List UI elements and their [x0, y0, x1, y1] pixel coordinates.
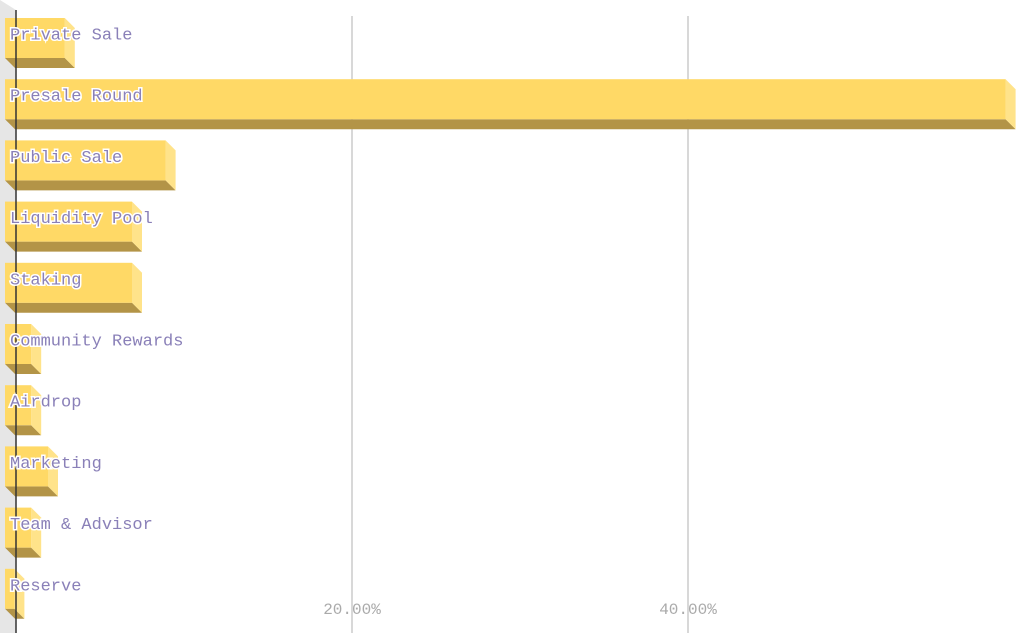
bar-front-face [5, 201, 132, 242]
bar-front-face [5, 324, 32, 364]
bar-bottom-face [5, 608, 25, 619]
bar-side-face [48, 446, 58, 497]
x-tick-label: 20.00% [323, 601, 381, 619]
bar-bottom-face [5, 302, 142, 313]
bar-bottom-face [5, 364, 42, 374]
bar [5, 324, 42, 374]
bar-bottom-face [5, 241, 142, 252]
category-label: Private Sale [10, 26, 132, 45]
bar-front-face [5, 385, 32, 426]
bar-side-face [64, 18, 75, 68]
bar-side-face [31, 324, 42, 374]
category-label: Reserve [10, 577, 81, 596]
bar-front-face [5, 79, 1006, 120]
category-label: Marketing [10, 455, 102, 474]
bar [5, 140, 176, 191]
bar-bottom-face [5, 425, 42, 436]
bar-front-face [5, 18, 65, 58]
category-label: Public Sale [10, 149, 122, 168]
bar-front-face [5, 446, 48, 487]
category-label: Staking [10, 271, 81, 290]
bar-front-face [5, 140, 166, 181]
bar-front-face [5, 568, 15, 609]
bar-side-face [14, 568, 25, 619]
category-label: Presale Round [10, 88, 143, 107]
bar [5, 201, 142, 252]
bar-side-face [31, 385, 42, 436]
bar [5, 79, 1016, 130]
bar-side-face [31, 507, 42, 558]
bar-bottom-face [5, 486, 58, 497]
x-tick-label: 40.00% [659, 601, 717, 619]
category-label: Team & Advisor [10, 516, 153, 535]
bar [5, 385, 42, 436]
bar [5, 507, 42, 558]
bar-bottom-face [5, 119, 1016, 130]
bar-side-face [1005, 79, 1016, 130]
bar-bottom-face [5, 58, 75, 68]
category-label: Airdrop [10, 394, 81, 413]
bar-front-face [5, 262, 132, 303]
bar-bottom-face [5, 180, 176, 191]
bar-front-face [5, 507, 32, 548]
bar-side-face [165, 140, 176, 191]
bar-side-face [132, 262, 142, 313]
category-label: Liquidity Pool [10, 210, 153, 229]
bar [5, 568, 25, 619]
bar [5, 262, 142, 313]
bar [5, 446, 58, 497]
bar-bottom-face [5, 547, 42, 558]
category-label: Community Rewards [10, 332, 183, 351]
bar-side-face [132, 201, 142, 252]
bar [5, 18, 75, 68]
